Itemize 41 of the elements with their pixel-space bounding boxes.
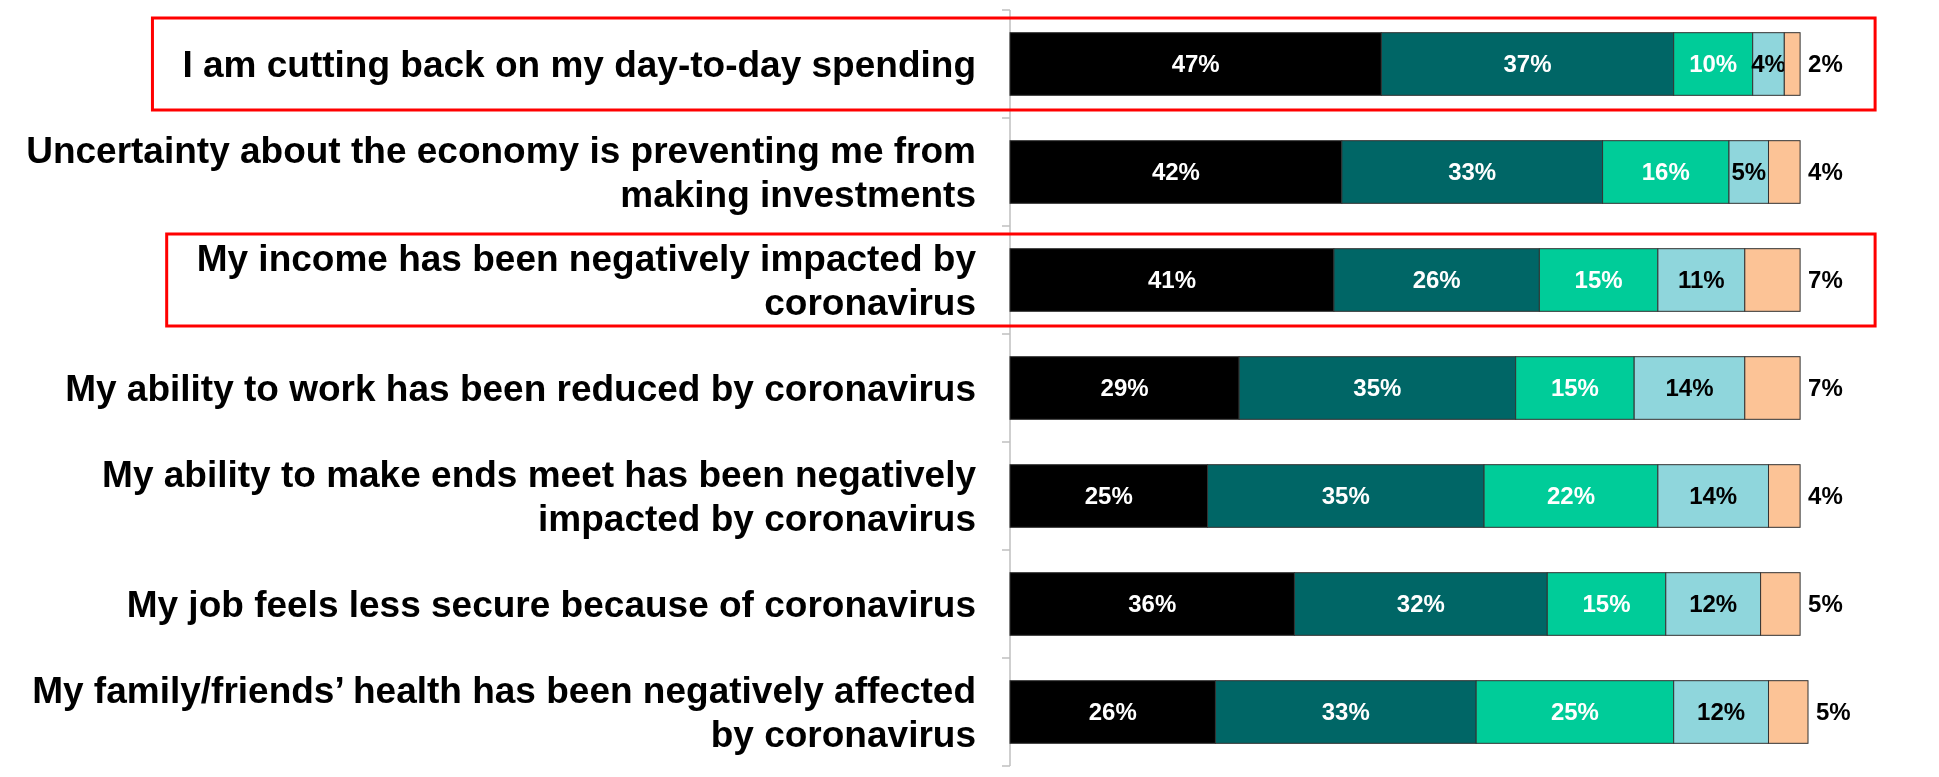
data-label: 7% [1808,266,1843,294]
data-label: 14% [1665,374,1714,402]
data-label: 35% [1321,482,1370,510]
y-tick-label: My job feels less secure because of coronavirus [126,583,976,625]
data-label: 5% [1808,590,1843,618]
data-label: 26% [1412,266,1461,294]
data-label: 47% [1171,50,1220,78]
data-label: 14% [1689,482,1738,510]
data-label: 42% [1151,158,1200,186]
y-tick-label: I am cutting back on my day-to-day spending [182,43,976,85]
data-label: 4% [1808,482,1843,510]
data-label: 16% [1641,158,1690,186]
data-label: 15% [1582,590,1631,618]
data-label: 15% [1574,266,1623,294]
data-label: 33% [1321,698,1370,726]
y-tick-label: My income has been negatively impacted by coronavirus [196,237,977,323]
data-label: 10% [1689,50,1738,78]
data-label: 41% [1147,266,1196,294]
data-label: 5% [1816,698,1851,726]
data-label: 25% [1084,482,1133,510]
data-label: 22% [1546,482,1595,510]
data-label: 2% [1808,50,1843,78]
y-tick-label: My family/friends’ health has been negatively affected by coronavirus [32,669,976,755]
data-label: 32% [1396,590,1445,618]
data-label: 4% [1808,158,1843,186]
data-label: 11% [1677,266,1725,294]
y-tick-label: My ability to work has been reduced by coronavirus [65,367,976,409]
y-tick-label: My ability to make ends meet has been negatively impacted by coronavirus [102,453,977,539]
data-label: 33% [1448,158,1497,186]
data-label: 7% [1808,374,1843,402]
data-label: 25% [1550,698,1599,726]
data-label: 12% [1697,698,1746,726]
data-label: 36% [1128,590,1177,618]
data-label: 12% [1689,590,1738,618]
data-label: 26% [1088,698,1137,726]
data-label: 15% [1550,374,1599,402]
data-label: 37% [1503,50,1552,78]
data-label: 29% [1100,374,1149,402]
y-tick-label: Uncertainty about the economy is preventing me from making investments [26,129,976,215]
data-label: 5% [1731,158,1767,186]
data-label: 35% [1353,374,1402,402]
